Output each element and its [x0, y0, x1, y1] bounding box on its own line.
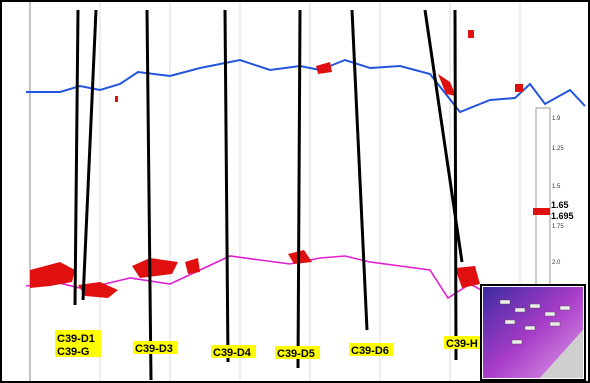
well-label: C39-H	[446, 338, 478, 350]
well-label: C39-D5	[277, 348, 315, 360]
well-label: C39-D1	[57, 333, 95, 345]
well-label: C39-D4	[213, 347, 252, 359]
marker-label: 1.65	[551, 200, 569, 210]
well-section: 1.9 1.25 1.5 1.75 2.0 1.65 1.695 C39-D1 …	[0, 0, 590, 383]
scale-marker	[533, 208, 550, 215]
scale-tick: 1.75	[552, 224, 564, 230]
inset-map	[481, 285, 585, 380]
scale-bar	[536, 108, 550, 298]
scale-tick: 1.25	[552, 146, 564, 152]
marker-label: 1.695	[551, 211, 574, 221]
well-label: C39-D3	[135, 343, 173, 355]
scale-tick: 2.0	[552, 260, 561, 266]
scale-tick: 1.9	[552, 116, 561, 122]
page: 1.9 1.25 1.5 1.75 2.0 1.65 1.695 C39-D1 …	[0, 0, 590, 383]
scale-tick: 1.5	[552, 184, 561, 190]
well-label: C39-G	[57, 346, 89, 358]
well-label: C39-D6	[351, 345, 389, 357]
